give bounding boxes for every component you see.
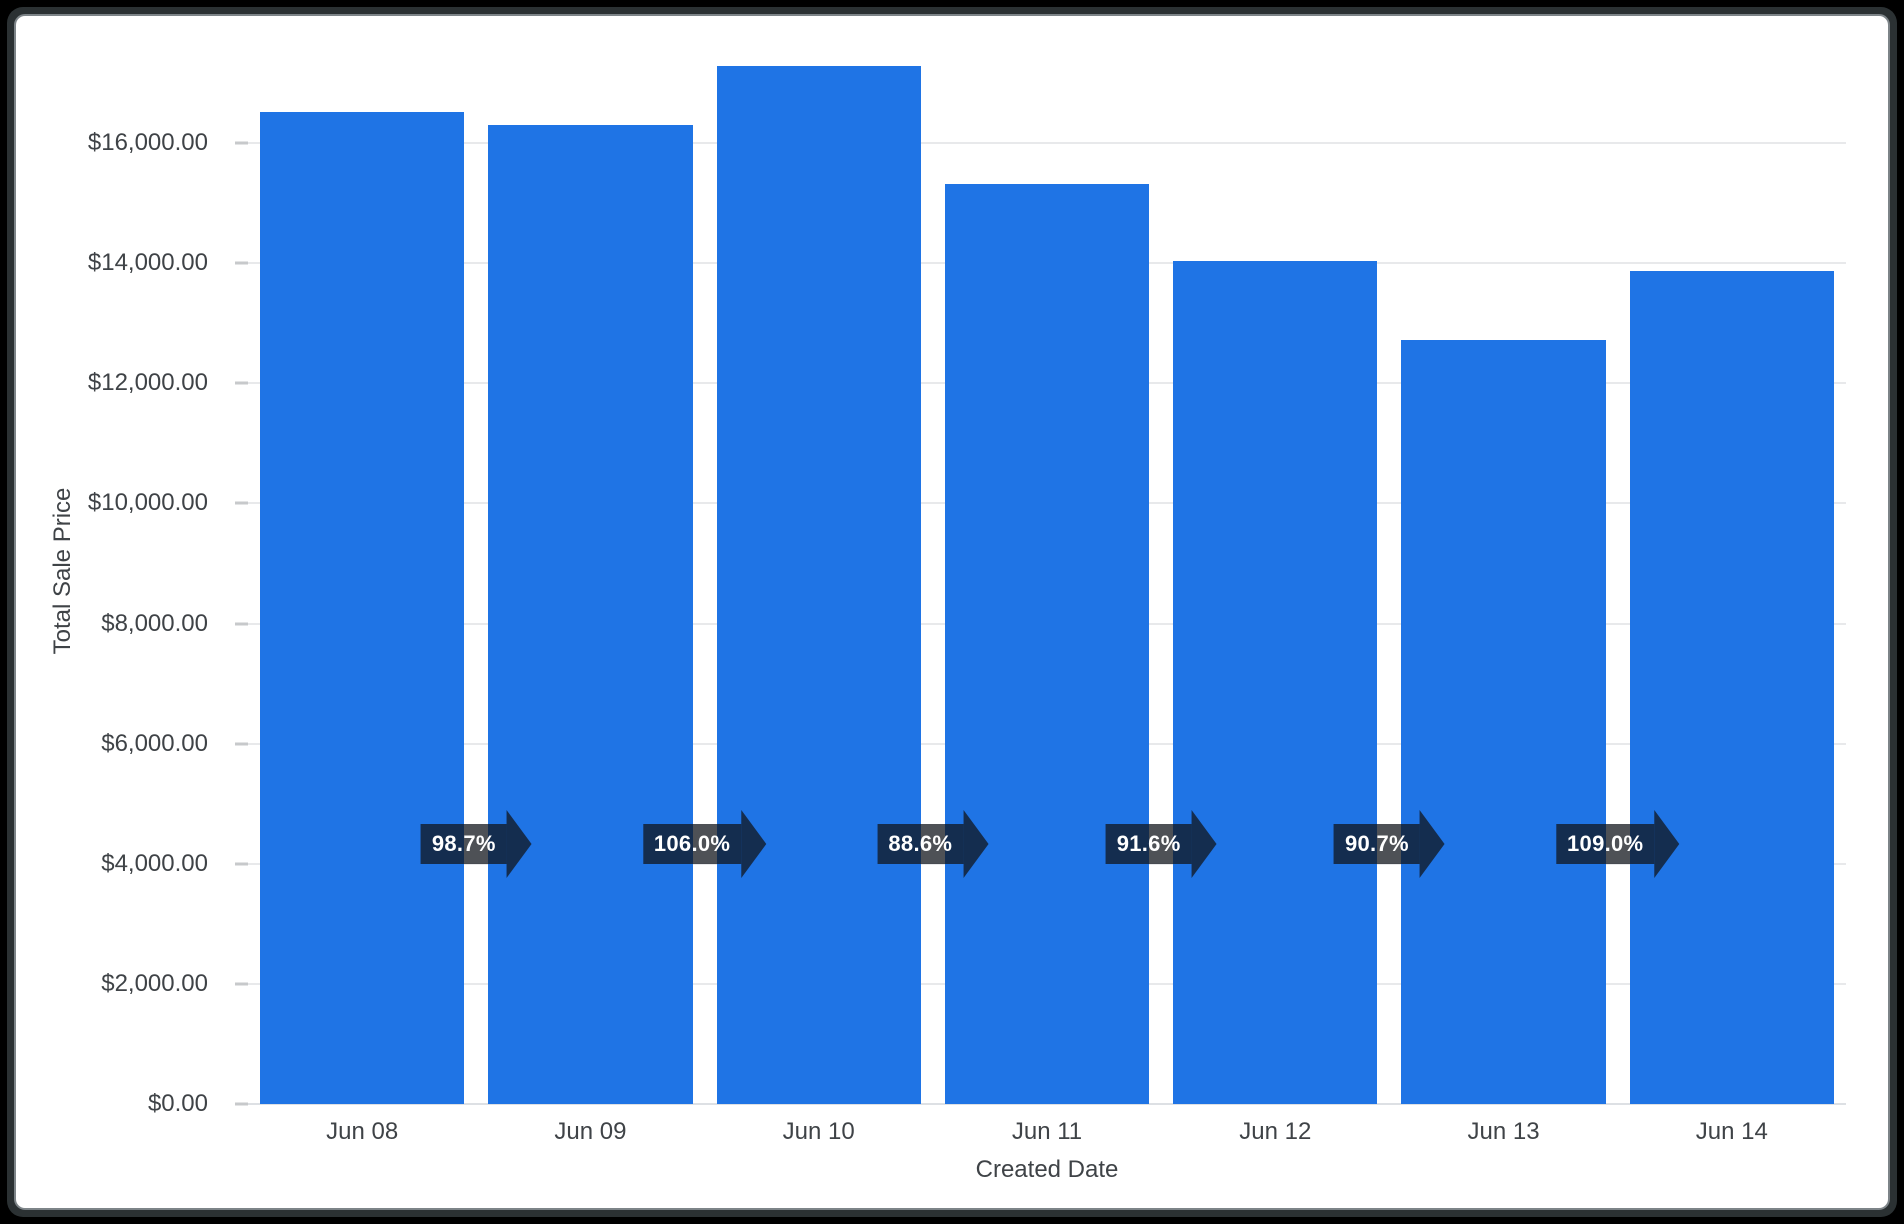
y-axis-tick <box>235 1102 248 1106</box>
x-axis-tick-labels: Jun 08 Jun 09 Jun 10 Jun 11 Jun 12 Jun 13 Jun … <box>248 1118 1846 1146</box>
bar-jun-12[interactable] <box>1173 261 1378 1104</box>
bar-jun-09[interactable] <box>488 124 693 1104</box>
y-axis-tick <box>235 862 248 866</box>
bar-jun-10[interactable] <box>716 66 921 1104</box>
bar-band-jun-09 <box>476 55 704 1104</box>
y-axis-tick <box>235 622 248 625</box>
plot-area: $0.00 $2,000.00 $4,000.00 $6,000.00 $8,000.0… <box>88 55 1846 1145</box>
y-axis-title: Total Sale Price <box>49 487 76 655</box>
bar-jun-13[interactable] <box>1401 340 1606 1104</box>
bar-series <box>248 55 1846 1104</box>
x-axis-tick-label: Jun 14 <box>1695 1118 1768 1145</box>
bar-band-jun-12 <box>1161 55 1389 1104</box>
y-axis-tick <box>235 742 248 746</box>
gridline <box>248 142 1846 144</box>
y-axis-tick <box>235 982 248 986</box>
x-axis-baseline <box>248 1103 1846 1105</box>
x-axis-tick-label: Jun 08 <box>326 1118 399 1145</box>
bar-jun-11[interactable] <box>944 184 1150 1104</box>
bar-jun-08[interactable] <box>259 111 465 1104</box>
chart-card: Total Sale Price $0.00 $2,000.00 $4,000.00… <box>14 14 1890 1210</box>
bar-band-jun-14 <box>1618 55 1846 1104</box>
x-axis-tick-label: Jun 11 <box>1011 1118 1083 1145</box>
bar-band-jun-11 <box>933 55 1161 1104</box>
y-axis-tick <box>235 261 248 265</box>
y-axis-tick <box>235 501 248 505</box>
x-axis-tick-label: Jun 09 <box>554 1118 627 1145</box>
bar-jun-14[interactable] <box>1629 270 1834 1104</box>
y-axis-tick <box>235 381 248 385</box>
bar-band-jun-10 <box>705 55 933 1104</box>
x-axis-tick-label: Jun 13 <box>1467 1118 1540 1145</box>
y-axis-tick <box>235 141 248 145</box>
bar-band-jun-08 <box>248 55 476 1104</box>
x-axis-tick-label: Jun 10 <box>782 1118 855 1145</box>
bar-band-jun-13 <box>1389 55 1617 1104</box>
x-axis-tick-label: Jun 12 <box>1239 1118 1312 1145</box>
x-axis-title: Created Date <box>975 1156 1119 1183</box>
